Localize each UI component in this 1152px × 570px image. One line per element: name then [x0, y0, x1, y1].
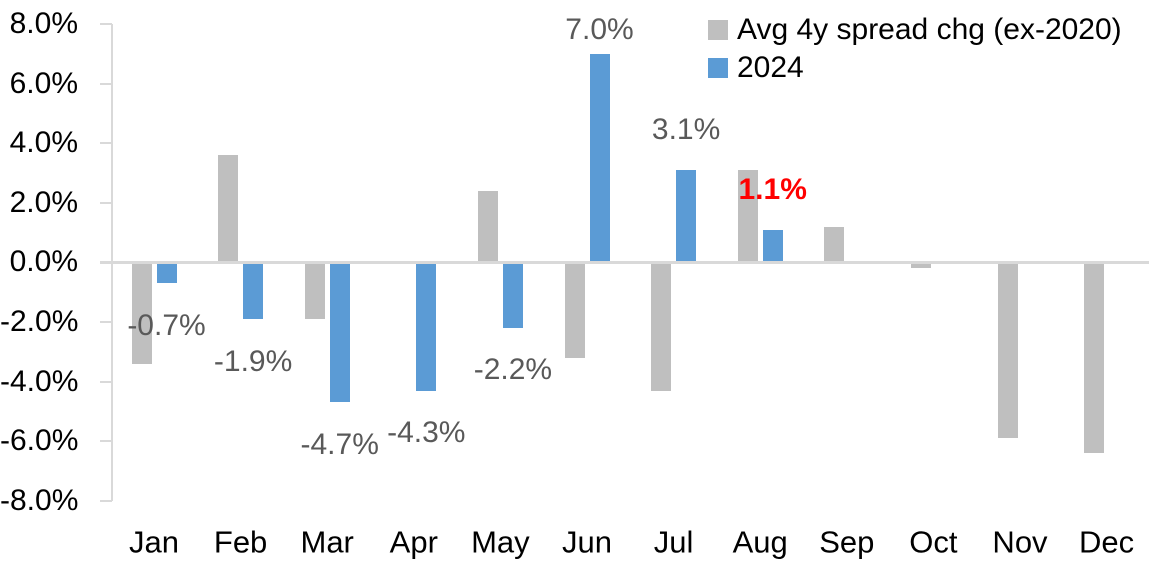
- x-axis-label-oct: Oct: [909, 524, 958, 560]
- bar-avg-oct: [910, 262, 931, 269]
- legend-swatch-2024: [708, 58, 728, 78]
- y-axis-label: -6.0%: [0, 424, 79, 458]
- y-axis-tick: [100, 440, 112, 443]
- y-axis-tick: [100, 82, 112, 85]
- bar-avg-jul: [651, 262, 672, 391]
- y-axis-tick: [100, 380, 112, 383]
- bar-avg-sep: [824, 226, 845, 263]
- bar-avg-nov: [997, 262, 1018, 439]
- y-axis-tick: [100, 23, 112, 25]
- legend-swatch-avg-4y-spread: [708, 20, 728, 40]
- bar-2024-feb: [243, 262, 264, 319]
- bar-2024-jul: [676, 170, 697, 263]
- y-axis-tick: [100, 201, 112, 204]
- y-axis-label: 6.0%: [9, 66, 78, 100]
- y-axis-label: 4.0%: [9, 126, 78, 160]
- data-label-may: -2.2%: [473, 353, 553, 387]
- x-axis-label-feb: Feb: [213, 524, 268, 560]
- y-axis-tick: [100, 142, 112, 145]
- bar-avg-jan: [131, 262, 152, 364]
- x-axis-label-jun: Jun: [562, 524, 612, 560]
- y-axis-label: 0.0%: [9, 245, 78, 279]
- x-axis-label-sep: Sep: [819, 524, 875, 560]
- x-axis-label-apr: Apr: [389, 524, 438, 560]
- bar-avg-may: [477, 190, 498, 263]
- bar-2024-jun: [589, 53, 610, 263]
- data-label-feb: -1.9%: [213, 344, 293, 378]
- data-label-jan: -0.7%: [127, 308, 206, 342]
- zero-axis-line: [100, 260, 1149, 264]
- bar-2024-jan: [156, 262, 177, 284]
- bar-2024-apr: [416, 262, 437, 391]
- y-axis-tick: [100, 499, 112, 502]
- legend-label-2024: 2024: [737, 51, 804, 84]
- bar-avg-feb: [218, 155, 239, 263]
- x-axis-label-aug: Aug: [732, 524, 788, 560]
- y-axis-label: -4.0%: [0, 364, 79, 398]
- legend-item-avg-4y-spread: Avg 4y spread chg (ex-2020): [708, 11, 1122, 49]
- bar-2024-may: [502, 262, 523, 328]
- x-axis-label-mar: Mar: [300, 524, 354, 560]
- legend-label-avg-4y-spread: Avg 4y spread chg (ex-2020): [737, 13, 1122, 46]
- x-axis-label-jan: Jan: [129, 524, 179, 560]
- data-label-jun: 7.0%: [565, 13, 634, 46]
- x-axis-label-jul: Jul: [653, 524, 694, 560]
- y-axis-label: -2.0%: [0, 305, 79, 338]
- y-axis-label: 8.0%: [9, 7, 78, 40]
- data-label-jul: 3.1%: [651, 113, 721, 147]
- data-label-aug: 1.1%: [738, 172, 807, 206]
- data-label-mar: -4.7%: [300, 427, 379, 461]
- bar-avg-jun: [564, 262, 585, 358]
- data-label-apr: -4.3%: [387, 416, 466, 450]
- bar-2024-mar: [329, 262, 350, 403]
- y-axis-label: 2.0%: [9, 185, 78, 219]
- x-axis-label-may: May: [471, 524, 530, 560]
- legend: Avg 4y spread chg (ex-2020) 2024: [708, 11, 1122, 87]
- x-axis-label-dec: Dec: [1079, 524, 1135, 560]
- y-axis-tick: [100, 321, 112, 323]
- bar-avg-mar: [304, 262, 325, 319]
- bar-avg-dec: [1084, 262, 1105, 454]
- x-axis-label-nov: Nov: [992, 524, 1048, 560]
- legend-item-2024: 2024: [708, 49, 1122, 87]
- bar-2024-aug: [762, 229, 783, 263]
- y-axis-label: -8.0%: [0, 483, 79, 517]
- bar-avg-aug: [737, 170, 758, 263]
